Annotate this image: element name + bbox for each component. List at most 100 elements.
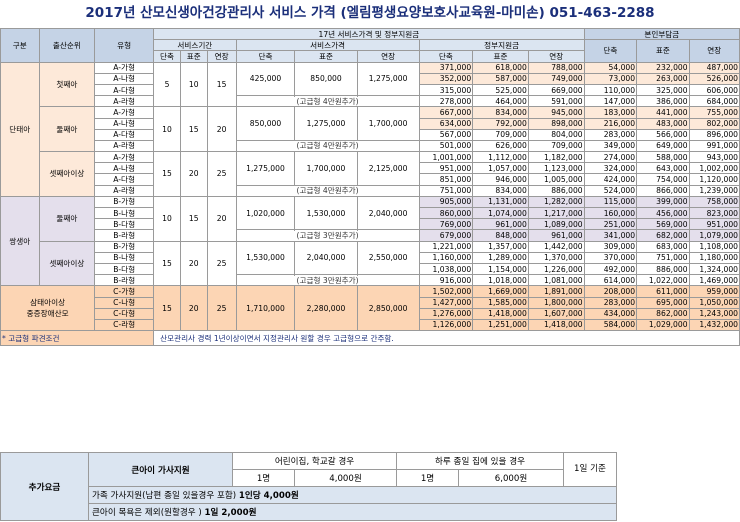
header-period-short: 단축: [153, 50, 181, 63]
daycare-school-header: 어린이집, 학교갈 경우: [231, 452, 398, 470]
days-extended: 25: [206, 240, 237, 287]
self-cell: 208,000: [583, 285, 638, 298]
self-cell: 1,239,000: [688, 184, 740, 197]
self-cell: 1,180,000: [688, 251, 740, 264]
gov-cell: 1,217,000: [527, 206, 585, 220]
type-cell: A-나형: [94, 72, 155, 85]
price-short: 1,275,000: [235, 151, 296, 186]
all-day-home-header: 하루 종일 집에 있을 경우: [396, 452, 565, 470]
self-cell: 441,000: [636, 106, 690, 119]
days-short: 5: [153, 61, 181, 108]
price-extended: 1,275,000: [356, 61, 420, 97]
self-cell: 754,000: [636, 173, 690, 186]
gov-cell: 1,251,000: [472, 318, 529, 332]
family-support-text: 가족 가사지원(남편 종일 있을경우 포함): [92, 491, 239, 501]
header-type: 유형: [94, 28, 155, 63]
gov-cell: 788,000: [527, 61, 585, 74]
gov-cell: 1,154,000: [472, 262, 529, 276]
self-cell: 758,000: [688, 195, 740, 209]
self-cell: 1,108,000: [688, 240, 740, 253]
gov-cell: 1,123,000: [527, 162, 585, 175]
gov-cell: 1,081,000: [527, 274, 585, 287]
self-cell: 492,000: [583, 262, 638, 276]
gov-cell: 1,226,000: [527, 262, 585, 276]
premium-condition-text: 산모관리사 경력 1년이상이면서 지정관리사 원할 경우 고급형으로 간주함.: [153, 330, 740, 347]
family-support-fee: 1인당 4,000원: [238, 491, 299, 501]
gov-cell: 1,502,000: [418, 285, 474, 298]
self-cell: 611,000: [636, 285, 690, 298]
header-service-period: 서비스기간: [153, 39, 237, 52]
self-cell: 1,432,000: [688, 318, 740, 332]
gov-cell: 751,000: [418, 184, 474, 197]
price-standard: 2,040,000: [294, 240, 358, 276]
gov-cell: 1,418,000: [527, 318, 585, 332]
self-cell: 755,000: [688, 106, 740, 119]
order-third-plus: 셋째아이상: [38, 240, 96, 287]
gov-cell: 618,000: [472, 61, 529, 74]
self-cell: 147,000: [583, 95, 638, 108]
days-standard: 20: [179, 151, 208, 197]
self-cell: 1,324,000: [688, 262, 740, 276]
family-support-row: 가족 가사지원(남편 종일 있을경우 포함) 1인당 4,000원: [87, 486, 618, 504]
gov-cell: 749,000: [527, 72, 585, 85]
per-day-basis: 1일 기준: [563, 452, 618, 487]
self-cell: 886,000: [636, 262, 690, 276]
gov-cell: 567,000: [418, 128, 474, 141]
price-standard: 2,280,000: [294, 285, 358, 332]
self-cell: 684,000: [688, 95, 740, 108]
header-gov-extended: 연장: [527, 50, 585, 63]
price-standard: 850,000: [294, 61, 358, 97]
gov-cell: 1,891,000: [527, 285, 585, 298]
days-short: 15: [153, 285, 181, 332]
self-cell: 110,000: [583, 83, 638, 97]
self-cell: 309,000: [583, 240, 638, 253]
type-cell: C-다형: [94, 307, 155, 320]
self-cell: 606,000: [688, 83, 740, 97]
gov-cell: 916,000: [418, 274, 474, 287]
gov-cell: 804,000: [527, 128, 585, 141]
self-cell: 341,000: [583, 229, 638, 242]
gov-cell: 667,000: [418, 106, 474, 119]
header-price-standard: 표준: [294, 50, 358, 63]
gov-cell: 1,442,000: [527, 240, 585, 253]
self-cell: 251,000: [583, 218, 638, 231]
self-cell: 896,000: [688, 128, 740, 141]
order-first: 첫째아: [38, 61, 96, 108]
price-table: 구분 출산순위 유형 17년 서비스가격 및 정부지원금 본인부담금 서비스기간…: [0, 27, 740, 347]
self-cell: 951,000: [688, 218, 740, 231]
self-cell: 1,029,000: [636, 318, 690, 332]
gov-cell: 886,000: [527, 184, 585, 197]
header-self-short: 단축: [583, 39, 638, 63]
self-cell: 1,022,000: [636, 274, 690, 287]
self-cell: 487,000: [688, 61, 740, 74]
header-gov-short: 단축: [418, 50, 474, 63]
gov-cell: 1,001,000: [418, 151, 474, 164]
type-cell: B-나형: [94, 251, 155, 264]
gov-cell: 1,289,000: [472, 251, 529, 264]
header-price-extended: 연장: [356, 50, 420, 63]
self-cell: 1,050,000: [688, 296, 740, 309]
self-cell: 823,000: [688, 206, 740, 220]
self-cell: 283,000: [583, 128, 638, 141]
self-cell: 959,000: [688, 285, 740, 298]
header-category: 구분: [0, 28, 40, 63]
order-second: 둘째아: [38, 106, 96, 153]
self-cell: 526,000: [688, 72, 740, 85]
price-standard: 1,275,000: [294, 106, 358, 141]
gov-cell: 1,585,000: [472, 296, 529, 309]
days-extended: 25: [206, 151, 237, 197]
gov-cell: 1,057,000: [472, 162, 529, 175]
type-cell: A-가형: [94, 61, 155, 74]
gov-cell: 834,000: [472, 184, 529, 197]
premium-note: (고급형 4만원추가): [235, 184, 420, 197]
type-cell: A-가형: [94, 151, 155, 164]
header-period-extended: 연장: [206, 50, 237, 63]
type-cell: B-다형: [94, 218, 155, 231]
gov-cell: 1,160,000: [418, 251, 474, 264]
type-cell: A-라형: [94, 184, 155, 197]
self-cell: 991,000: [688, 139, 740, 153]
gov-cell: 961,000: [472, 218, 529, 231]
gov-cell: 1,427,000: [418, 296, 474, 309]
premium-note: (고급형 4만원추가): [235, 139, 420, 153]
gov-cell: 371,000: [418, 61, 474, 74]
